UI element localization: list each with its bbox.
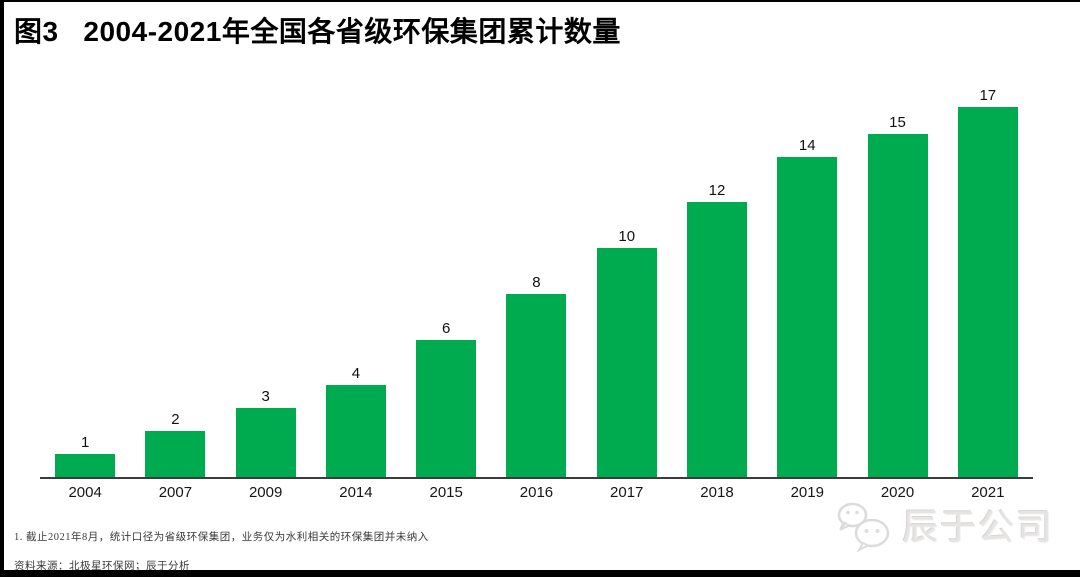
bar xyxy=(596,248,657,477)
x-axis-label: 2014 xyxy=(339,484,373,501)
bar xyxy=(506,294,567,477)
bar-value-label: 8 xyxy=(532,274,541,291)
x-axis-label: 2019 xyxy=(790,484,824,501)
frame-bottom-edge xyxy=(0,570,1080,577)
x-axis-label: 2004 xyxy=(68,484,102,501)
x-axis-label: 2009 xyxy=(248,484,283,501)
bar-group: 17 2021 xyxy=(957,87,1018,500)
bar-value-label: 3 xyxy=(261,388,270,405)
footnote-source: 资料来源：北极星环保网；辰于分析 xyxy=(14,561,190,572)
bar xyxy=(686,202,747,477)
bar-group: 6 2015 xyxy=(416,88,477,500)
bar xyxy=(867,134,928,477)
frame-top-edge xyxy=(0,0,1080,2)
x-axis-label: 2007 xyxy=(158,484,193,501)
bar xyxy=(145,431,206,477)
bar xyxy=(235,408,296,477)
x-axis-label: 2017 xyxy=(610,484,644,501)
page-title: 图3 2004-2021年全国各省级环保集团累计数量 xyxy=(14,16,621,47)
bar-group: 14 2019 xyxy=(777,88,838,500)
bar-value-label: 12 xyxy=(708,182,726,199)
watermark: 辰于公司 xyxy=(836,502,1054,552)
frame-left-edge xyxy=(0,0,4,577)
bar-value-label: 14 xyxy=(798,137,816,154)
bar xyxy=(325,385,386,477)
bar-group: 8 2016 xyxy=(506,88,567,500)
bar xyxy=(777,157,838,477)
bar xyxy=(416,340,477,477)
bar-group: 1 2004 xyxy=(55,88,116,500)
x-axis-label: 2021 xyxy=(971,484,1005,501)
wechat-icon xyxy=(837,502,890,552)
bar-value-label: 2 xyxy=(171,411,180,428)
bar-value-label: 4 xyxy=(351,365,361,382)
bar-chart-plot-area: 1 2004 2 2007 3 2009 4 2014 6 2015 8 2016 10 2017 12 20… xyxy=(40,87,1033,500)
x-axis-label: 2018 xyxy=(700,484,734,501)
bar-value-label: 15 xyxy=(889,114,906,131)
bar-group: 15 2020 xyxy=(867,88,928,500)
x-axis-label: 2015 xyxy=(429,484,463,501)
x-axis-label: 2020 xyxy=(880,484,915,501)
bar-group: 12 2018 xyxy=(686,88,747,500)
bar-group: 3 2009 xyxy=(235,88,296,500)
bar-group: 2 2007 xyxy=(145,88,206,500)
bar xyxy=(55,454,116,477)
bar-value-label: 10 xyxy=(618,228,636,245)
bar xyxy=(957,107,1018,477)
bar-group: 10 2017 xyxy=(596,88,657,500)
x-axis-label: 2016 xyxy=(519,484,554,501)
footnote-note: 1. 截止2021年8月，统计口径为省级环保集团，业务仅为水利相关的环保集团并未… xyxy=(14,532,429,543)
watermark-text: 辰于公司 xyxy=(901,506,1054,547)
bar-value-label: 1 xyxy=(80,434,90,451)
bar-value-label: 6 xyxy=(442,320,451,337)
bar-group: 4 2014 xyxy=(325,88,386,500)
bar-value-label: 17 xyxy=(979,87,997,104)
